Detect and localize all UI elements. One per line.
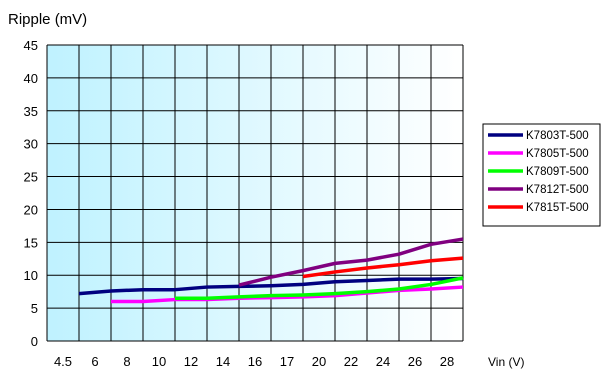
x-tick-label: 14 xyxy=(216,354,230,369)
y-tick-label: 0 xyxy=(31,334,38,349)
series-line xyxy=(302,256,464,279)
grid xyxy=(46,44,464,342)
x-tick-label: 6 xyxy=(91,354,98,369)
series-line xyxy=(238,237,464,287)
legend-box xyxy=(482,123,601,227)
y-tick-label: 15 xyxy=(24,235,38,250)
x-tick-label: 12 xyxy=(184,354,198,369)
x-tick-label: 22 xyxy=(344,354,358,369)
series-line xyxy=(111,285,464,304)
y-tick-label: 20 xyxy=(24,202,38,217)
legend-label: K7815T-500 xyxy=(526,202,589,214)
y-tick-label: 40 xyxy=(24,71,38,86)
x-tick-label: 26 xyxy=(408,354,422,369)
x-tick-label: 20 xyxy=(312,354,326,369)
y-tick-label: 45 xyxy=(24,38,38,53)
series-lines xyxy=(78,237,464,304)
x-tick-label: 8 xyxy=(123,354,130,369)
chart-title: Ripple (mV) xyxy=(8,11,87,28)
y-tick-label: 30 xyxy=(24,137,38,152)
x-axis-label: Vin (V) xyxy=(488,355,524,369)
legend-label: K7812T-500 xyxy=(526,184,589,196)
y-tick-label: 10 xyxy=(24,268,38,283)
x-tick-label: 24 xyxy=(376,354,390,369)
legend-label: K7803T-500 xyxy=(526,130,589,142)
y-tick-label: 35 xyxy=(24,104,38,119)
x-axis-ticks: 4.5 6 8 10 12 14 16 17 20 22 24 26 28 xyxy=(54,354,454,369)
x-tick-label: 28 xyxy=(440,354,454,369)
y-tick-label: 25 xyxy=(24,170,38,185)
legend: K7803T-500 K7805T-500 K7809T-500 K7812T-500… xyxy=(482,123,601,227)
legend-label: K7805T-500 xyxy=(526,148,589,160)
y-tick-label: 5 xyxy=(31,301,38,316)
y-axis-ticks: 0 5 10 15 20 25 30 35 40 45 xyxy=(24,38,38,349)
x-tick-label: 17 xyxy=(280,354,294,369)
legend-label: K7809T-500 xyxy=(526,166,589,178)
series-line xyxy=(78,276,464,296)
x-tick-label: 4.5 xyxy=(54,354,72,369)
x-tick-label: 16 xyxy=(248,354,262,369)
series-line xyxy=(175,276,464,300)
x-tick-label: 10 xyxy=(152,354,166,369)
